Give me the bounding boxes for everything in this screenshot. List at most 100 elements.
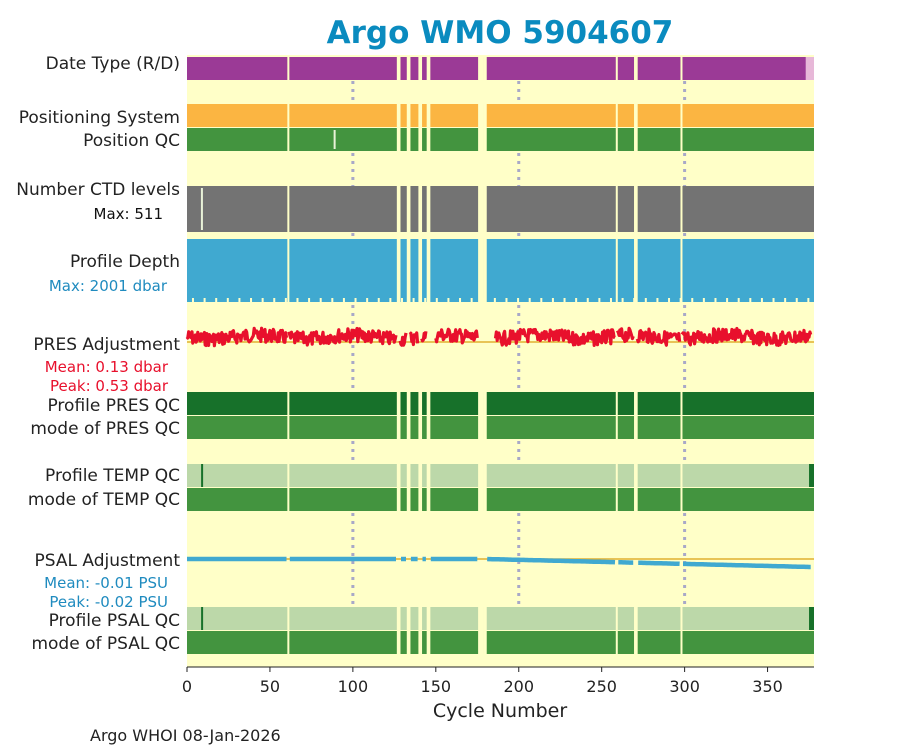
gap-mode-temp-qc — [287, 488, 290, 511]
gap-mode-pres-qc — [615, 416, 618, 439]
depth-notch — [656, 298, 659, 302]
x-tick-label: 350 — [752, 677, 783, 696]
depth-notch — [609, 298, 612, 302]
depth-notch — [493, 298, 496, 302]
gap-mode-psal-qc — [479, 631, 482, 654]
gap-positioning-system — [426, 104, 429, 127]
row-label-number-ctd-levels: Number CTD levels — [16, 180, 180, 200]
gap-profile-psal-qc — [426, 607, 429, 630]
gap-profile-depth — [479, 239, 482, 302]
depth-notch — [772, 298, 775, 302]
gap-mode-psal-qc — [635, 631, 638, 654]
x-tick-label: 50 — [260, 677, 280, 696]
status-bar-profile-temp-qc — [187, 464, 814, 487]
status-bar-number-ctd-levels — [187, 186, 814, 232]
gap-profile-pres-qc — [420, 392, 423, 415]
depth-notch — [238, 298, 241, 302]
gap-mode-temp-qc — [478, 488, 481, 511]
pres-adjustment-trace — [615, 326, 635, 344]
gap-profile-temp-qc — [635, 464, 638, 487]
chart-title: Argo WMO 5904607 — [327, 15, 674, 51]
gap-profile-psal-qc — [484, 607, 487, 630]
gap-profile-pres-qc — [426, 392, 429, 415]
gap-profile-psal-qc — [680, 607, 683, 630]
gap-position-qc — [635, 128, 638, 151]
gap-profile-depth — [428, 239, 431, 302]
adjustment-traces — [185, 326, 814, 570]
depth-notch — [284, 298, 287, 302]
gap-number-ctd-levels — [481, 186, 484, 232]
pres-adjustment-mean: Mean: 0.13 dbar — [45, 358, 169, 376]
gap-mode-pres-qc — [426, 416, 429, 439]
gap-number-ctd-levels — [478, 186, 481, 232]
gap-mode-temp-qc — [615, 488, 618, 511]
gap-mode-psal-qc — [287, 631, 290, 654]
psal-adjustment-trace — [486, 556, 616, 565]
depth-notch — [447, 298, 450, 302]
gap-mode-temp-qc — [426, 488, 429, 511]
pres-adjustment-trace — [635, 327, 682, 347]
psal-adjustment-trace — [682, 561, 812, 570]
gap-number-ctd-levels — [406, 186, 409, 232]
gap-profile-psal-qc — [398, 607, 401, 630]
depth-notch — [714, 298, 717, 302]
gap-positioning-system — [428, 104, 431, 127]
gap-mode-pres-qc — [479, 416, 482, 439]
psal-adjustment-mean: Mean: -0.01 PSU — [44, 574, 168, 592]
gap-mode-temp-qc — [396, 488, 399, 511]
depth-notch — [459, 298, 462, 302]
gap-profile-psal-qc — [478, 607, 481, 630]
gap-position-qc — [418, 128, 421, 151]
status-bar-profile-depth — [187, 239, 814, 302]
status-bar-mode-psal-qc — [187, 631, 814, 654]
gap-positioning-system — [483, 104, 486, 127]
row-label-psal-adjustment: PSAL Adjustment — [35, 551, 181, 571]
gap-date-type — [634, 57, 637, 80]
ctd-levels-max: Max: 511 — [94, 205, 163, 223]
depth-notch — [435, 298, 438, 302]
gap-number-ctd-levels — [428, 186, 431, 232]
reference-lines — [351, 57, 687, 654]
depth-notch — [528, 298, 531, 302]
gap-mode-pres-qc — [680, 416, 683, 439]
gap-profile-temp-qc — [408, 464, 411, 487]
gap-positioning-system — [478, 104, 481, 127]
gap-mode-psal-qc — [481, 631, 484, 654]
status-mark-profile-temp-qc — [201, 464, 204, 487]
gap-mode-temp-qc — [420, 488, 423, 511]
gap-position-qc — [479, 128, 482, 151]
gap-positioning-system — [398, 104, 401, 127]
gap-mode-pres-qc — [420, 416, 423, 439]
depth-notch — [412, 298, 415, 302]
depth-notch — [760, 298, 763, 302]
gap-profile-psal-qc — [479, 607, 482, 630]
depth-notch — [482, 298, 485, 302]
psal-adjustment-trace — [637, 560, 681, 567]
row-label-position-qc: Position QC — [83, 131, 180, 151]
gap-positioning-system — [408, 104, 411, 127]
gap-profile-depth — [615, 239, 618, 302]
status-bar-profile-psal-qc — [187, 607, 814, 630]
gap-mode-psal-qc — [396, 631, 399, 654]
gap-profile-psal-qc — [634, 607, 637, 630]
gap-mode-temp-qc — [418, 488, 421, 511]
depth-notch — [296, 298, 299, 302]
row-label-mode-pres-qc: mode of PRES QC — [30, 419, 180, 439]
gap-profile-depth — [420, 239, 423, 302]
depth-notch — [331, 298, 334, 302]
depth-notch — [668, 298, 671, 302]
gap-date-type — [396, 57, 399, 80]
x-tick-label: 250 — [586, 677, 617, 696]
gap-profile-psal-qc — [481, 607, 484, 630]
gap-profile-depth — [406, 239, 409, 302]
gap-profile-psal-qc — [396, 607, 399, 630]
gap-number-ctd-levels — [635, 186, 638, 232]
gap-profile-pres-qc — [478, 392, 481, 415]
gap-date-type — [428, 57, 431, 80]
depth-notch — [702, 298, 705, 302]
depth-notch — [505, 298, 508, 302]
pres-adjustment-trace — [420, 331, 428, 343]
pres-adjustment-trace — [434, 327, 479, 345]
gap-positioning-system — [396, 104, 399, 127]
depth-notch — [389, 298, 392, 302]
